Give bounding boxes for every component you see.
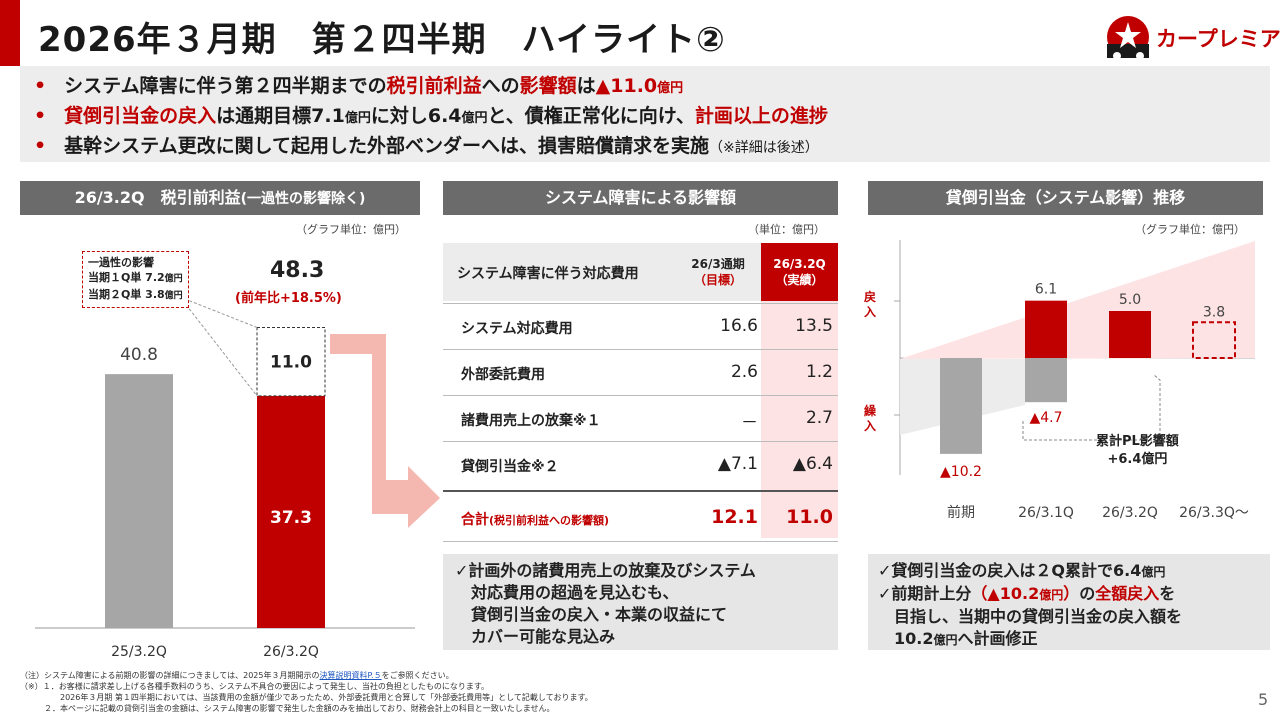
title-accent-bar [0,0,20,66]
impact-table: システム障害に伴う対応費用 26/3通期 （目標） 26/3.2Q （実績） [443,243,838,543]
bar-value-label: 37.3 [270,508,312,528]
left-panel-header: 26/3.2Q 税引前利益(一過性の影響除く) [20,181,420,215]
x-tick-label: 前期 [947,504,975,521]
bar-value-label: 11.0 [270,353,312,373]
bar-25/3.2Q [105,374,173,628]
table-col-label: システム障害に伴う対応費用 [457,266,639,282]
note-connector [179,296,258,397]
logo-text: カープレミア [1156,27,1280,51]
total-profit-value: 48.3 [270,258,325,283]
table-row: 諸費用売上の放棄※１ － 2.7 [443,395,838,441]
table-row: 貸倒引当金※２ ▲7.1 ▲6.4 [443,441,838,487]
yoy-growth-label: (前年比+18.5%) [235,291,342,306]
trend-band [900,241,1255,359]
actual-col-header: 26/3.2Q （実績） [773,257,826,287]
mid-unit-label: （単位：億円） [748,223,825,236]
x-tick-label: 26/3.2Q [1102,505,1158,521]
company-logo: カープレミア [1104,14,1280,60]
flow-arrow-icon [330,334,440,528]
reversal-bar [1109,311,1151,358]
bar-value-label: 6.1 [1035,282,1057,298]
table-total-row: 合計(税引前利益への影響額) 12.1 11.0 [443,490,838,542]
left-unit-label: （グラフ単位：億円） [296,223,406,236]
x-tick-label: 26/3.1Q [1018,505,1074,521]
reversal-bar [1025,300,1067,358]
axis-label-provision: 繰入 [864,404,877,433]
one-off-impact-bar [256,326,326,397]
table-row: 外部委託費用 2.6 1.2 [443,349,838,395]
provision-bar [1025,358,1067,403]
bullet-3: • 基幹システム更改に関して起用した外部ベンダーへは、損害賠償請求を実施（※詳細は… [34,135,819,157]
table-row: システム対応費用 16.6 13.5 [443,303,838,349]
axis-label-reversal: 戻入 [864,290,877,319]
actual-header-cell [761,243,838,301]
x-tick-label: 25/3.2Q [111,644,167,660]
footnote-3: 2026年３月期 第１四半期においては、当該費用の金額が僅少であったため、外部委… [20,693,593,702]
table-header-row [443,243,761,301]
forecast-reversal-bar [1192,321,1236,359]
x-tick-label: 26/3.3Q～ [1179,505,1249,521]
bullet-2: • 貸倒引当金の戻入は通期目標7.1億円に対し6.4億円と、債権正常化に向け、計画… [34,105,828,127]
one-off-impact-note: 一過性の影響 当期１Q単 7.2億円 当期２Q単 3.8億円 [82,251,189,308]
left-bar-chart: 25/3.2Q 26/3.2Q 40.8 37.3 11.0 [35,296,415,660]
bar-26/3.2Q [257,395,325,628]
bar-value-label: ▲4.7 [1029,410,1062,426]
bullet-1: • システム障害に伴う第２四半期までの税引前利益への影響額は▲11.0億円 [34,75,684,97]
cumulative-pl-label: 累計PL影響額 +6.4億円 [1096,434,1179,467]
mid-callout: ✓計画外の諸費用売上の放棄及びシステム 対応費用の超過を見込むも、 貸倒引当金の… [443,554,838,650]
footnote-1: （注）システム障害による前期の影響の詳細につきましては、2025年３月期開示の決… [20,671,454,680]
right-callout: ✓貸倒引当金の戻入は２Q累計で6.4億円 ✓前期計上分（▲10.2億円）の全額戻… [868,554,1270,650]
bar-value-label: 40.8 [120,345,158,365]
cumulative-bracket [1022,374,1161,441]
footnote-2: （※）１．お客様に請求差し上げる各種手数料のうち、システム不具合の要因によって発… [20,682,490,691]
mid-panel-header: システム障害による影響額 [443,181,838,215]
x-tick-label: 26/3.2Q [263,644,319,660]
earnings-deck-link[interactable]: 決算説明資料P.５ [319,671,382,680]
page-title: 2026年３月期 第２四半期 ハイライト② [38,20,726,60]
highlight-bullets: • システム障害に伴う第２四半期までの税引前利益への影響額は▲11.0億円 • 貸倒… [20,66,1270,162]
right-unit-label: （グラフ単位：億円） [1135,223,1245,236]
note-connector [179,296,258,328]
allowance-bar-chart: ▲10.2 6.1 ▲4.7 5.0 3.8 前期 26/3.1Q 26/3.2Q 26/3.3… [894,240,1255,521]
provision-bar [940,358,982,454]
target-col-header: 26/3通期 （目標） [691,257,745,287]
logo-icon [1107,16,1149,60]
bar-value-label: 5.0 [1119,292,1141,308]
right-panel-header: 貸倒引当金（システム影響）推移 [868,181,1263,215]
bar-value-label: 3.8 [1203,304,1225,320]
footnote-4: ２．本ページに記載の貸倒引当金の金額は、システム障害の影響で発生した金額のみを抽… [20,704,555,713]
bar-value-label: ▲10.2 [940,464,982,480]
page-number: 5 [1258,690,1269,709]
